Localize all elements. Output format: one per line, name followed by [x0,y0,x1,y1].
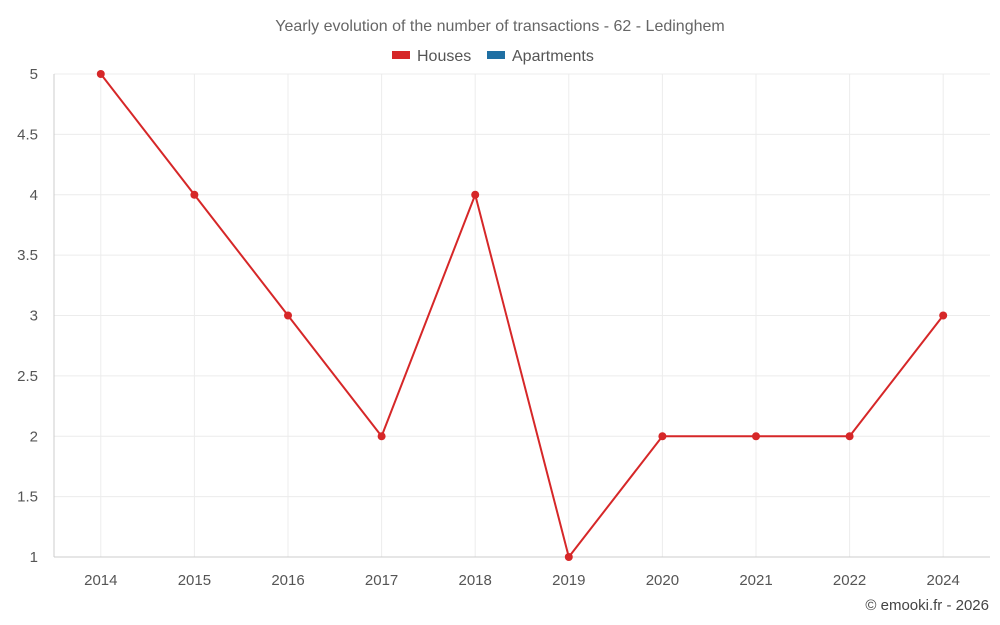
y-tick-label: 3.5 [17,247,38,264]
legend-swatch-apartments[interactable] [487,51,505,59]
x-tick-label: 2022 [833,572,866,589]
y-tick-label: 3 [30,308,38,325]
y-tick-labels: 1 1.5 2 2.5 3 3.5 4 4.5 5 [17,66,38,566]
data-point-houses-2022[interactable] [845,432,854,441]
x-tick-label: 2018 [459,572,492,589]
legend: Houses Apartments [392,48,594,65]
y-tick-label: 2 [30,428,38,445]
y-tick-label: 4.5 [17,126,38,143]
legend-label-houses[interactable]: Houses [417,48,471,65]
x-tick-label: 2020 [646,572,679,589]
x-tick-label: 2024 [927,572,960,589]
series-line-houses [100,73,944,558]
y-tick-label: 2.5 [17,368,38,385]
data-point-houses-2014[interactable] [96,70,105,78]
chart-title: Yearly evolution of the number of transa… [275,18,724,35]
data-point-houses-2020[interactable] [658,432,667,441]
credit-text: © emooki.fr - 2026 [865,597,989,614]
data-point-houses-2017[interactable] [377,432,386,441]
x-tick-label: 2015 [178,572,211,589]
x-tick-label: 2019 [552,572,585,589]
data-point-houses-2021[interactable] [752,432,760,441]
legend-swatch-houses[interactable] [392,51,410,59]
y-tick-label: 5 [30,66,38,83]
x-tick-label: 2014 [84,572,117,589]
legend-label-apartments[interactable]: Apartments [512,48,594,65]
x-tick-label: 2021 [739,572,772,589]
data-point-houses-2016[interactable] [284,311,292,320]
series-houses [96,70,948,561]
x-tick-labels: 2014 2015 2016 2017 2018 2019 2020 2021 2022 2024 [84,572,960,589]
data-point-houses-2018[interactable] [471,190,480,199]
data-point-houses-2019[interactable] [564,553,573,561]
data-point-houses-2024[interactable] [939,311,948,320]
data-point-houses-2015[interactable] [190,190,199,199]
y-tick-label: 4 [30,187,38,204]
grid [54,73,990,557]
y-tick-label: 1.5 [17,489,38,506]
x-tick-label: 2016 [271,572,304,589]
x-tick-label: 2017 [365,572,398,589]
y-tick-label: 1 [30,549,38,566]
axes [53,74,990,558]
